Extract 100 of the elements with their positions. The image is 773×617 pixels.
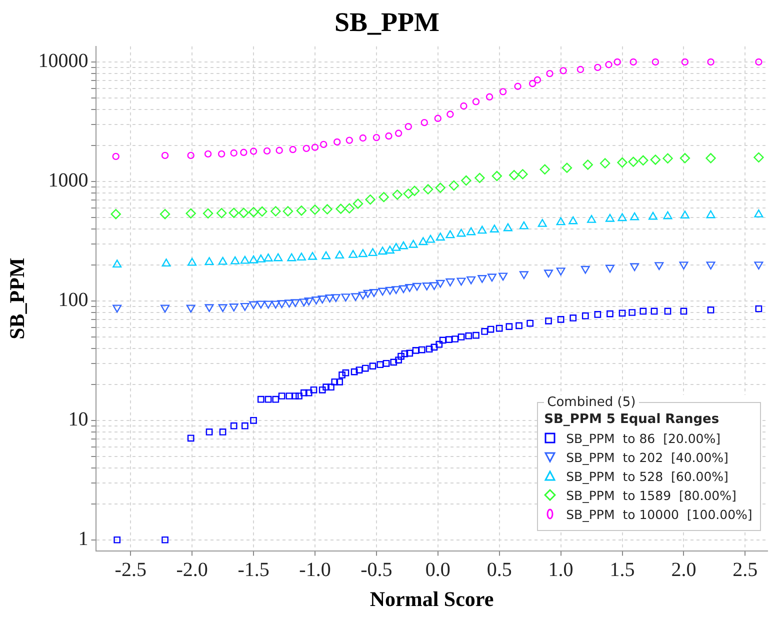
point bbox=[630, 212, 640, 220]
point bbox=[605, 264, 614, 273]
point bbox=[378, 288, 388, 296]
point bbox=[600, 158, 610, 168]
point bbox=[230, 149, 238, 157]
point bbox=[680, 153, 690, 164]
point bbox=[250, 148, 258, 155]
annotation: Combined (5) bbox=[546, 394, 637, 410]
point bbox=[320, 140, 328, 148]
legend-label: SB_PPM to 1589 [80.00%] bbox=[566, 488, 736, 503]
point bbox=[474, 172, 485, 184]
point bbox=[302, 144, 310, 152]
point bbox=[461, 175, 472, 186]
x-tick-label: -2.0 bbox=[176, 559, 208, 582]
point bbox=[478, 226, 487, 234]
point bbox=[618, 213, 627, 222]
point bbox=[582, 160, 593, 170]
point bbox=[264, 300, 273, 309]
point bbox=[404, 122, 412, 130]
point bbox=[466, 227, 476, 236]
point bbox=[422, 184, 434, 194]
point bbox=[336, 204, 346, 214]
point bbox=[409, 186, 420, 196]
point bbox=[663, 211, 672, 220]
point bbox=[487, 274, 496, 282]
point bbox=[403, 188, 414, 199]
y-tick-label: 10 bbox=[68, 408, 88, 431]
legend-label: SB_PPM to 10000 [100.00%] bbox=[566, 506, 752, 522]
point bbox=[605, 61, 612, 68]
point bbox=[544, 270, 554, 278]
x-tick-label: 1.5 bbox=[610, 559, 635, 582]
x-tick-label: 2.0 bbox=[671, 559, 696, 582]
point bbox=[385, 286, 394, 295]
point bbox=[341, 294, 350, 302]
point bbox=[534, 76, 542, 84]
point bbox=[540, 164, 550, 174]
point bbox=[412, 282, 422, 291]
point bbox=[351, 293, 360, 302]
point bbox=[576, 66, 584, 74]
point bbox=[270, 206, 281, 216]
y-tick-label: 10000 bbox=[38, 50, 88, 72]
point bbox=[110, 208, 121, 220]
point bbox=[654, 262, 664, 270]
point bbox=[363, 290, 372, 298]
x-tick-label: -1.5 bbox=[238, 559, 270, 582]
point bbox=[490, 224, 499, 232]
point bbox=[435, 182, 446, 193]
point bbox=[446, 230, 455, 238]
y-tick-label: 1 bbox=[78, 528, 88, 550]
point bbox=[680, 210, 690, 219]
point bbox=[628, 156, 638, 167]
point bbox=[448, 180, 459, 191]
point bbox=[352, 198, 364, 209]
point bbox=[289, 146, 296, 154]
point bbox=[284, 300, 294, 308]
legend-label: SB_PPM to 528 [60.00%] bbox=[566, 468, 728, 484]
point bbox=[331, 294, 340, 302]
point bbox=[344, 203, 354, 214]
point bbox=[594, 64, 602, 72]
point bbox=[238, 208, 249, 218]
point bbox=[218, 304, 228, 312]
point bbox=[346, 136, 353, 144]
point bbox=[436, 280, 445, 288]
point bbox=[249, 301, 258, 310]
point bbox=[420, 118, 428, 126]
point bbox=[556, 268, 566, 276]
point bbox=[498, 272, 508, 281]
legend-label: SB_PPM to 202 [40.00%] bbox=[566, 450, 728, 465]
point bbox=[446, 110, 454, 118]
y-tick-label: 1000 bbox=[48, 170, 88, 192]
point bbox=[240, 148, 248, 156]
point bbox=[472, 98, 480, 106]
point bbox=[478, 274, 487, 283]
point bbox=[277, 300, 286, 308]
point bbox=[528, 80, 536, 88]
point bbox=[359, 134, 367, 142]
point bbox=[650, 154, 661, 165]
point bbox=[216, 208, 227, 218]
point bbox=[322, 204, 332, 214]
point bbox=[503, 223, 512, 232]
point bbox=[204, 150, 212, 158]
point bbox=[358, 292, 368, 300]
point bbox=[392, 286, 401, 294]
point bbox=[186, 208, 196, 219]
point bbox=[202, 208, 214, 219]
point bbox=[369, 289, 378, 297]
point bbox=[434, 114, 442, 122]
point bbox=[648, 212, 658, 220]
point bbox=[630, 263, 640, 272]
point bbox=[706, 262, 716, 270]
point bbox=[392, 190, 402, 200]
point bbox=[372, 134, 380, 142]
point bbox=[679, 262, 688, 270]
point bbox=[378, 246, 388, 255]
point bbox=[754, 152, 764, 163]
point bbox=[160, 304, 170, 313]
point bbox=[499, 88, 507, 96]
x-tick-label: 0.0 bbox=[425, 559, 450, 582]
point bbox=[368, 248, 378, 256]
point bbox=[568, 216, 578, 224]
